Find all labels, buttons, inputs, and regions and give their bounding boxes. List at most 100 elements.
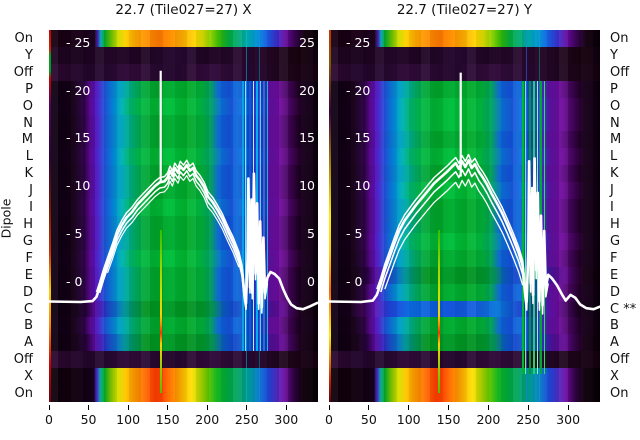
dipole-row-label: J bbox=[610, 183, 614, 199]
heatmap-row bbox=[329, 283, 600, 302]
value-tick-label-left: - 10 bbox=[66, 178, 91, 194]
heatmap-row bbox=[329, 351, 600, 369]
dipole-row-label: I bbox=[610, 200, 614, 216]
heatmap-row bbox=[49, 368, 318, 386]
dipole-row-label: On bbox=[610, 30, 629, 46]
x-tick-label: 200 bbox=[476, 412, 501, 427]
heatmap-row bbox=[49, 300, 318, 319]
value-tick-label-left: - 15 bbox=[346, 130, 371, 146]
dipole-row-label: C bbox=[23, 301, 33, 317]
x-tick-label: 250 bbox=[234, 412, 259, 427]
value-tick-label-left: - 15 bbox=[66, 130, 91, 146]
value-tick-label-right: 10 bbox=[299, 178, 315, 194]
value-tick-label-right: 25 bbox=[299, 35, 315, 50]
value-tick-label-right: 20 bbox=[299, 82, 315, 98]
dipole-row-label: G bbox=[22, 233, 33, 249]
dipole-row-label: O bbox=[610, 98, 621, 114]
heatmap-row bbox=[329, 80, 600, 99]
dipole-row-label: B bbox=[24, 318, 33, 334]
dipole-row-label: B bbox=[610, 318, 619, 334]
value-tick-label-right: 15 bbox=[299, 130, 315, 146]
value-tick-label-right: 5 bbox=[307, 225, 315, 241]
x-tick-mark bbox=[408, 405, 410, 410]
dipole-row-label: D bbox=[22, 284, 33, 300]
dipole-row-label: Off bbox=[13, 352, 33, 368]
heatmap-row bbox=[329, 199, 600, 217]
heatmap-row bbox=[49, 232, 318, 251]
x-tick-mark bbox=[487, 405, 489, 410]
dipole-row-label: K bbox=[24, 166, 33, 182]
heatmap-row bbox=[329, 300, 600, 319]
dipole-row-label: P bbox=[610, 81, 618, 97]
heatmap-row bbox=[329, 46, 600, 65]
heatmap-row bbox=[49, 317, 318, 335]
dipole-labels-left: On Y Off P O N M L K J I H G F E D C B A Off X On bbox=[0, 30, 42, 402]
x-tick-label: 150 bbox=[436, 412, 461, 427]
heatmap-row bbox=[329, 148, 600, 166]
dipole-row-label: K bbox=[610, 166, 619, 182]
dipole-row-label: L bbox=[610, 149, 618, 165]
dipole-row-label: X bbox=[610, 369, 619, 385]
dipole-row-label: H bbox=[23, 216, 33, 232]
value-tick-label-left: - 10 bbox=[346, 178, 371, 194]
dipole-row-label: F bbox=[610, 250, 618, 266]
heatmap-row bbox=[49, 148, 318, 166]
heatmap-row bbox=[49, 216, 318, 234]
dipole-row-label: L bbox=[25, 149, 33, 165]
right-panel-title: 22.7 (Tile027=27) Y bbox=[396, 2, 533, 18]
value-tick-label-right: 0 bbox=[307, 273, 315, 289]
heatmap-row bbox=[49, 334, 318, 352]
x-tick-label: 0 bbox=[45, 412, 53, 427]
dipole-row-label: C ** bbox=[610, 301, 637, 317]
dipole-row-label: G bbox=[610, 233, 621, 249]
x-tick-mark bbox=[448, 405, 450, 410]
dipole-row-label: A bbox=[24, 335, 33, 351]
value-tick-label-left: - 25 bbox=[66, 35, 91, 50]
value-tick-label-left: - 20 bbox=[66, 82, 91, 98]
heatmap-row bbox=[49, 266, 318, 285]
heatmap-row bbox=[49, 46, 318, 65]
x-tick-label: 100 bbox=[396, 412, 421, 427]
heatmap-row bbox=[49, 199, 318, 217]
dipole-row-label: E bbox=[24, 267, 33, 283]
value-tick-label-left: - 0 bbox=[66, 273, 83, 289]
heatmap-row bbox=[49, 63, 318, 82]
dipole-row-label: On bbox=[14, 386, 33, 402]
dipole-row-label: P bbox=[25, 81, 33, 97]
heatmap-row bbox=[49, 30, 318, 48]
heatmap-row bbox=[49, 351, 318, 369]
value-tick-label-left: - 25 bbox=[346, 35, 371, 50]
heatmap-row bbox=[329, 368, 600, 386]
dipole-row-label: O bbox=[22, 98, 33, 114]
x-axis-right: 0 50 100 150 200 250 300 bbox=[325, 403, 600, 433]
x-tick-label: 250 bbox=[516, 412, 541, 427]
x-tick-mark bbox=[368, 405, 370, 410]
dipole-row-label: H bbox=[610, 216, 620, 232]
dipole-row-label: D bbox=[610, 284, 621, 300]
heatmap-row bbox=[49, 249, 318, 268]
x-tick-mark bbox=[527, 405, 529, 410]
dipole-row-label: I bbox=[29, 200, 33, 216]
heatmap-row bbox=[329, 216, 600, 234]
x-tick-label: 100 bbox=[116, 412, 141, 427]
heatmap-row bbox=[329, 249, 600, 268]
x-tick-label: 300 bbox=[274, 412, 299, 427]
left-panel-title: 22.7 (Tile027=27) X bbox=[115, 2, 252, 18]
heatmap-row bbox=[49, 97, 318, 116]
x-tick-label: 50 bbox=[80, 412, 97, 427]
heatmap-row bbox=[329, 114, 600, 133]
heatmap-row bbox=[329, 30, 600, 48]
heatmap-row bbox=[329, 232, 600, 251]
heatmap-row bbox=[329, 97, 600, 116]
x-tick-mark bbox=[246, 405, 248, 410]
dipole-row-label: M bbox=[21, 132, 33, 148]
dipole-row-label: N bbox=[610, 115, 620, 131]
dipole-labels-right: On Y Off P O N M L K J I H G F E D C ** B A Off X On bbox=[607, 30, 640, 402]
heatmap-row bbox=[49, 385, 318, 402]
x-tick-mark bbox=[48, 405, 50, 410]
x-tick-mark bbox=[127, 405, 129, 410]
x-tick-mark bbox=[167, 405, 169, 410]
x-axis-left: 0 50 100 150 200 250 300 bbox=[45, 403, 318, 433]
dipole-row-label: X bbox=[24, 369, 33, 385]
